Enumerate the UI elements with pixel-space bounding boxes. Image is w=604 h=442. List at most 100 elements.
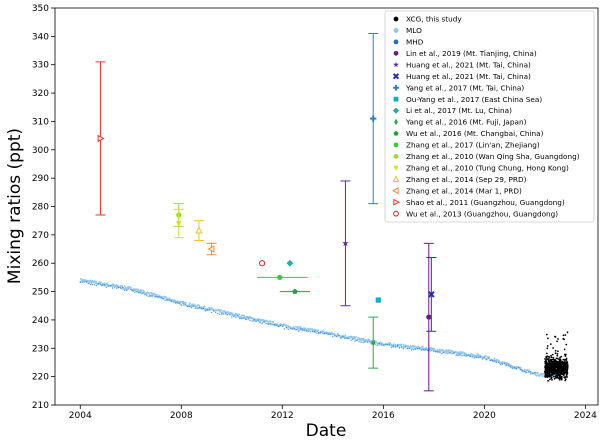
legend-marker-8: [392, 107, 400, 114]
mlo-point: [272, 321, 275, 323]
mhd-point: [467, 354, 469, 357]
mhd-point: [425, 348, 427, 351]
mhd-point: [497, 361, 500, 364]
mlo-point: [438, 349, 441, 351]
mlo-point: [429, 350, 432, 352]
mhd-point: [273, 323, 275, 326]
mlo-point: [446, 349, 448, 352]
mhd-point: [530, 371, 532, 373]
mhd-point: [285, 326, 287, 329]
mhd-point: [113, 286, 116, 289]
mhd-point: [320, 331, 322, 333]
xcg-point: [565, 362, 568, 365]
mhd-point: [429, 348, 431, 350]
mlo-point: [452, 350, 454, 352]
mhd-point: [344, 337, 346, 340]
mhd-point: [227, 313, 229, 316]
xcg-point: [546, 355, 549, 358]
xcg-point: [547, 379, 549, 382]
mhd-point: [350, 339, 352, 342]
study-14: [258, 260, 266, 267]
xcg-point: [554, 360, 557, 363]
mhd-point: [176, 301, 178, 304]
xcg-point: [548, 373, 550, 375]
study-1: [340, 180, 351, 307]
mhd-point: [249, 320, 251, 322]
x-tick-label-2020: 2020: [473, 411, 496, 421]
mhd-point: [136, 291, 138, 293]
mhd-point: [146, 295, 148, 297]
legend-marker-15: [392, 187, 399, 195]
mhd-point: [441, 352, 443, 355]
xcg-point: [548, 362, 550, 365]
study-11: [193, 220, 204, 242]
mhd-point: [243, 317, 245, 319]
mhd-point: [132, 289, 134, 292]
x-tick-label-2004: 2004: [69, 411, 92, 421]
mlo-point: [94, 280, 96, 283]
xcg-point: [547, 360, 550, 363]
xcg-point: [565, 372, 568, 374]
mhd-point: [229, 314, 231, 316]
mhd-point: [501, 363, 504, 365]
mhd-point: [239, 317, 241, 320]
legend-marker-2: [393, 39, 399, 45]
mlo-point: [317, 329, 320, 332]
legend-marker-12: [393, 154, 399, 159]
mhd-point: [433, 350, 435, 352]
mhd-point: [505, 364, 508, 366]
xcg-point: [546, 347, 549, 350]
mhd-point: [81, 281, 84, 283]
mlo-point: [85, 279, 88, 282]
xcg-point: [561, 372, 564, 375]
mhd-point: [148, 295, 150, 298]
study-marker: [426, 314, 432, 320]
study-marker: [195, 226, 203, 234]
mhd-point: [186, 305, 188, 308]
xcg-point: [565, 357, 568, 360]
mhd-point: [91, 283, 94, 286]
mhd-point: [293, 327, 296, 330]
y-tick-label-210: 210: [32, 401, 49, 411]
legend-label-10: Wu et al., 2016 (Mt. Changbai, China): [406, 129, 544, 138]
x-axis-title: Date: [306, 421, 347, 441]
mhd-point: [259, 322, 261, 324]
xcg-point: [545, 364, 548, 367]
mhd-point: [154, 295, 156, 298]
mlo-point: [519, 366, 522, 369]
mlo-point: [330, 331, 333, 334]
mhd-point: [182, 303, 184, 305]
mlo-point: [138, 290, 141, 293]
mlo-point: [391, 343, 393, 346]
mhd-point: [469, 355, 471, 357]
mhd-point: [231, 316, 233, 318]
legend-label-14: Zhang et al., 2014 (Sep 29, PRD): [406, 175, 527, 184]
mhd-point: [342, 336, 344, 338]
y-tick-label-310: 310: [32, 117, 49, 127]
mhd-point: [237, 315, 239, 317]
mhd-point: [485, 359, 488, 361]
xcg-point: [564, 358, 566, 361]
mhd-point: [263, 321, 265, 323]
mhd-point: [255, 320, 257, 323]
mlo-point: [523, 368, 526, 371]
mhd-point: [330, 333, 332, 335]
mhd-point: [511, 367, 514, 369]
xcg-point: [547, 358, 549, 361]
mhd-point: [144, 294, 146, 296]
legend-label-6: Yang et al., 2017 (Mt. Tai, China): [405, 83, 524, 92]
xcg-point: [564, 378, 567, 381]
xcg-point: [551, 368, 554, 370]
legend-label-15: Zhang et al., 2014 (Mar 1, PRD): [406, 186, 522, 195]
mhd-point: [281, 325, 283, 328]
mlo-point: [168, 297, 171, 299]
mhd-point: [204, 310, 207, 312]
mhd-point: [111, 287, 114, 289]
mhd-point: [431, 349, 433, 352]
mhd-point: [150, 295, 152, 297]
xcg-point: [544, 373, 547, 375]
mhd-point: [334, 335, 336, 337]
mlo-point: [237, 313, 239, 316]
study-4: [375, 297, 381, 303]
mhd-point: [503, 362, 506, 364]
